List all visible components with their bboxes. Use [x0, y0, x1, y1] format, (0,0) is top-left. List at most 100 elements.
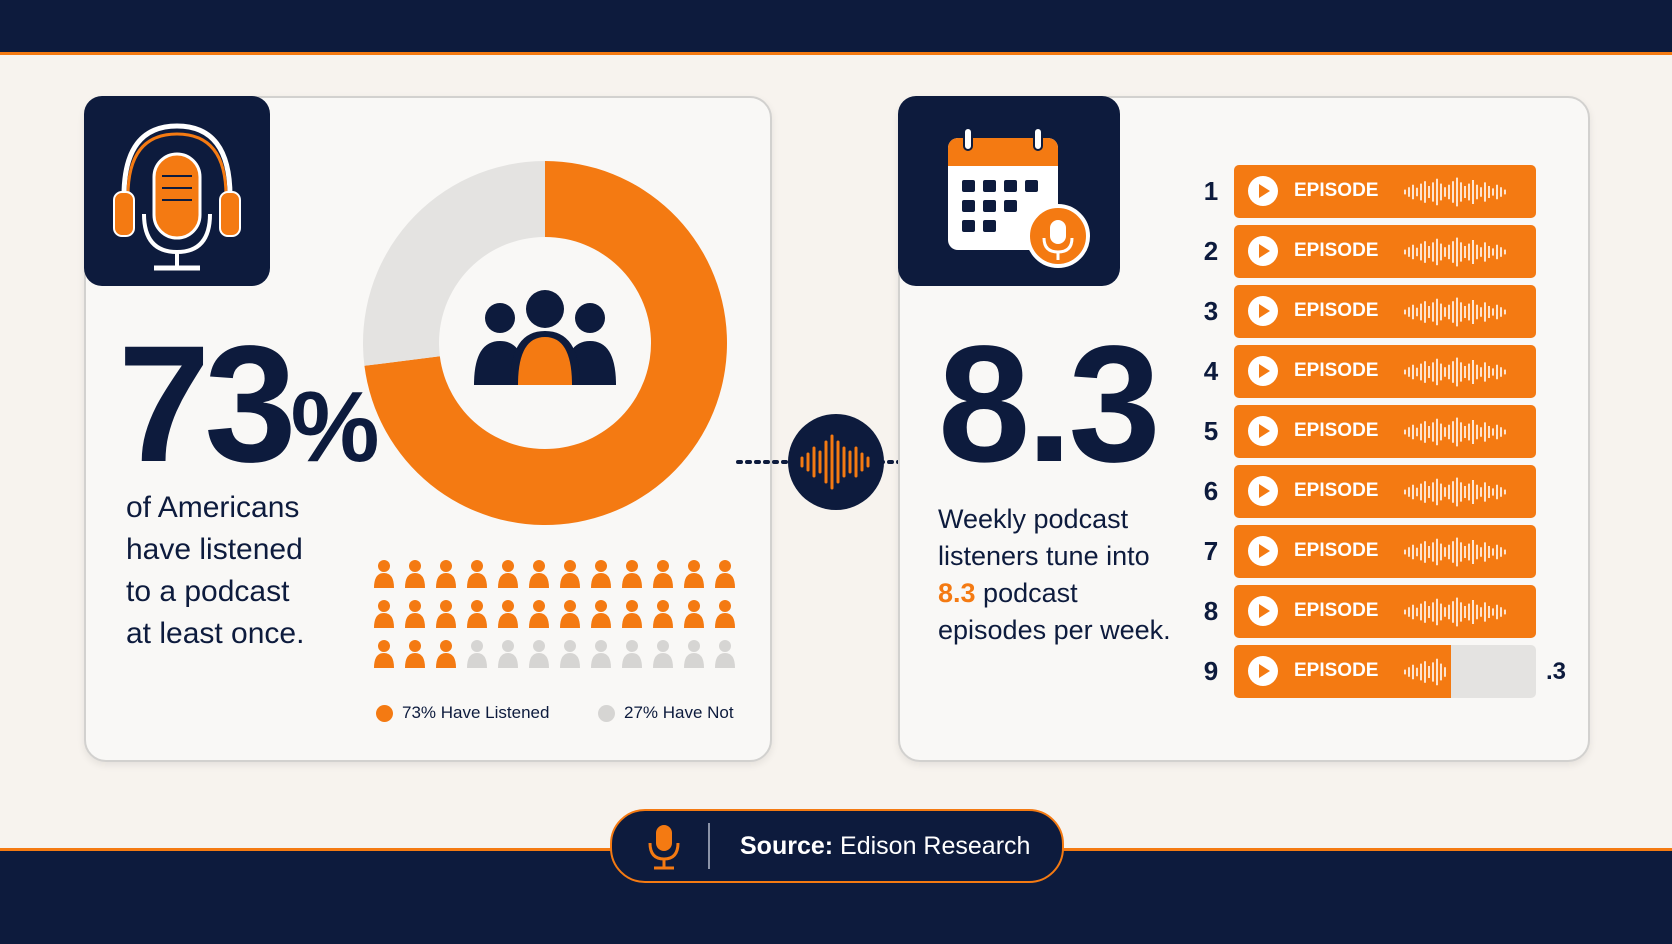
legend-dot: [376, 704, 393, 722]
play-icon: [1248, 416, 1278, 446]
episode-number: 3: [1203, 296, 1219, 326]
donut-slice-have-listened: [364, 161, 727, 525]
episode-number: 8: [1203, 596, 1219, 626]
desc-line: episodes per week.: [938, 615, 1171, 645]
waveform-icon: [1404, 417, 1506, 447]
source-label: Source:: [740, 832, 834, 860]
desc-line: at least once.: [126, 617, 305, 650]
play-icon: [1248, 656, 1278, 686]
stat-percent-sign: %: [290, 371, 380, 483]
play-icon: [1248, 596, 1278, 626]
episode-bar: EPISODE: [1234, 285, 1536, 338]
play-icon: [1248, 536, 1278, 566]
episode-label: EPISODE: [1294, 600, 1379, 621]
desc-line: listeners tune into: [938, 541, 1150, 571]
episode-bar: EPISODE: [1234, 465, 1536, 518]
person-icon-not-listened: [684, 640, 704, 668]
microphone-icon: [648, 825, 680, 870]
play-icon: [1248, 356, 1278, 386]
person-icon-listened: [374, 640, 394, 668]
episode-label: EPISODE: [1294, 180, 1379, 201]
podcast-microphone-headphones-icon: [113, 123, 241, 271]
desc-highlight: 8.3: [938, 578, 976, 608]
person-icon-listened: [436, 560, 456, 588]
calendar-microphone-icon: [948, 127, 1090, 268]
play-icon: [1248, 236, 1278, 266]
person-icon-listened: [715, 560, 735, 588]
person-icon-listened: [622, 560, 642, 588]
waveform-icon: [1404, 177, 1506, 207]
episode-bar: EPISODE: [1234, 165, 1536, 218]
partial-episode-label: .3: [1546, 658, 1567, 685]
waveform-icon: [1404, 537, 1506, 567]
desc-line: of Americans: [126, 491, 300, 524]
play-icon: [1248, 296, 1278, 326]
waveform-icon: [1404, 357, 1506, 387]
episode-label: EPISODE: [1294, 300, 1379, 321]
person-icon-listened: [529, 560, 549, 588]
person-icon-listened: [529, 600, 549, 628]
episode-number: 6: [1203, 476, 1219, 506]
person-icon-listened: [467, 600, 487, 628]
stat-number: 73: [118, 312, 297, 497]
waveform-icon: [1404, 658, 1446, 686]
episode-bar: EPISODE: [1234, 525, 1536, 578]
person-icon-not-listened: [467, 640, 487, 668]
person-icon-listened: [560, 560, 580, 588]
legend-not-listened: 27% Have Not: [598, 703, 734, 723]
person-icon-listened: [498, 560, 518, 588]
weekly-episodes-stat: 8.3: [938, 312, 1161, 497]
legend-label: 27% Have Not: [624, 703, 734, 722]
waveform-icon: [1404, 477, 1506, 507]
episode-bar: EPISODE: [1234, 405, 1536, 458]
episode-label: EPISODE: [1294, 540, 1379, 561]
legend-dot: [598, 704, 615, 722]
person-icon-listened: [653, 560, 673, 588]
source-pill: Source: Edison Research: [610, 809, 1064, 883]
episode-label: EPISODE: [1294, 240, 1379, 261]
person-icon-listened: [591, 600, 611, 628]
episode-label: EPISODE: [1294, 660, 1379, 681]
episode-number: 5: [1203, 416, 1219, 446]
person-icon-listened: [560, 600, 580, 628]
listened-percentage: 73%: [118, 322, 380, 488]
play-icon: [1248, 476, 1278, 506]
legend-listened: 73% Have Listened: [376, 703, 549, 723]
legend-label: 73% Have Listened: [402, 703, 550, 722]
person-icon-listened: [436, 640, 456, 668]
person-icon-not-listened: [529, 640, 549, 668]
podcast-icon-box: [84, 96, 270, 286]
sound-wave-icon: [788, 414, 884, 510]
episode-bar: EPISODE: [1234, 225, 1536, 278]
desc-text: podcast: [975, 578, 1078, 608]
person-icon-listened: [498, 600, 518, 628]
person-icon-listened: [622, 600, 642, 628]
episode-bar: EPISODE: [1234, 585, 1536, 638]
play-icon: [1248, 176, 1278, 206]
person-icon-listened: [405, 640, 425, 668]
source-text: Source: Edison Research: [740, 832, 1030, 861]
episode-label: EPISODE: [1294, 420, 1379, 441]
waveform-icon: [1404, 597, 1506, 627]
episode-number: 4: [1203, 356, 1219, 386]
person-icon-not-listened: [591, 640, 611, 668]
person-icon-not-listened: [715, 640, 735, 668]
person-icon-listened: [684, 600, 704, 628]
episode-number: 9: [1203, 656, 1219, 686]
person-icon-listened: [653, 600, 673, 628]
person-icon-not-listened: [653, 640, 673, 668]
source-divider: [708, 823, 710, 869]
person-icon-listened: [591, 560, 611, 588]
waveform-icon: [1404, 237, 1506, 267]
episode-number: 7: [1203, 536, 1219, 566]
person-icon-not-listened: [498, 640, 518, 668]
listened-description: of Americans have listened to a podcast …: [126, 487, 304, 655]
episode-number: 2: [1203, 236, 1219, 266]
person-icon-not-listened: [622, 640, 642, 668]
desc-line: 8.3 podcast: [938, 575, 1171, 612]
person-icon-listened: [684, 560, 704, 588]
weekly-description: Weekly podcast listeners tune into 8.3 p…: [938, 501, 1171, 649]
episode-bar: EPISODE: [1234, 645, 1536, 698]
people-group-icon: [474, 290, 616, 385]
person-icon-listened: [436, 600, 456, 628]
